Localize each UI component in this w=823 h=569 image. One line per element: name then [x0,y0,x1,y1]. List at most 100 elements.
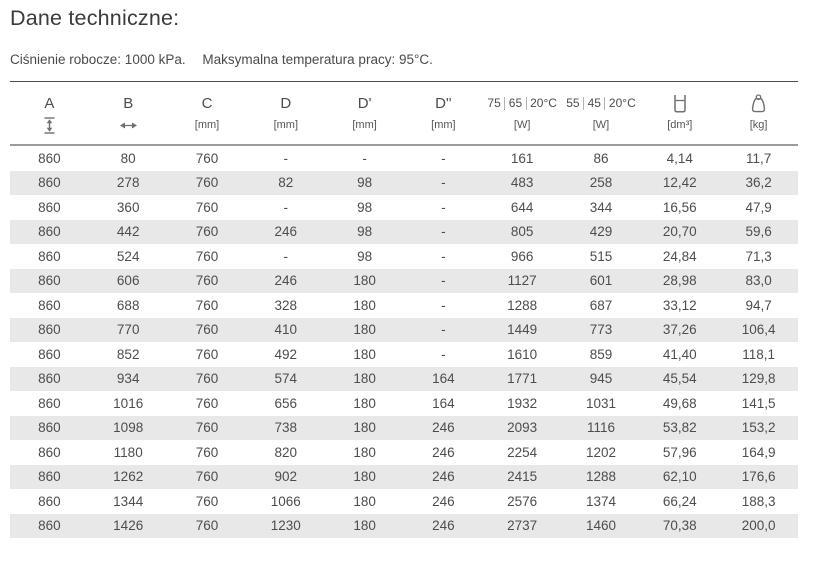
table-row: 860 688 760 328 180 - 1288 687 33,12 94,7 [10,293,798,318]
cell-D-prime: 180 [353,297,376,313]
cell-power-55-45-20: 429 [589,224,613,240]
max-temperature-text: Maksymalna temperatura pracy: 95°C. [202,52,433,67]
table-row: 860 1098 760 738 180 246 2093 1116 53,82 153,2 [10,415,798,440]
cell-A: 860 [38,175,61,191]
cell-weight: 188,3 [741,493,776,509]
cell-power-75-65-20: 1449 [507,322,538,338]
cell-A: 860 [38,199,61,215]
operating-conditions: Ciśnienie robocze: 1000 kPa. Maksymalna … [10,52,823,67]
technical-data-table: A B C [mm] D [mm] D' [mm] D'' [mm] 75 65 20°C [W] 55 45… [10,82,798,538]
cell-power-55-45-20: 1374 [585,493,616,509]
table-body: 860 80 760 - - - 161 86 4,14 11,7 860 278 760 82 98 - 48… [10,145,798,538]
cell-C: 760 [195,150,219,166]
cell-B: 1262 [113,469,144,485]
cell-D: 82 [278,175,294,191]
column-unit-D-second: [mm] [431,118,456,131]
table-row: 860 770 760 410 180 - 1449 773 37,26 106,4 [10,317,798,342]
cell-power-75-65-20: 1610 [507,346,538,362]
cell-power-75-65-20: 644 [510,199,534,215]
cell-C: 760 [195,297,219,313]
cell-B: 1426 [113,518,144,534]
cell-C: 760 [195,346,219,362]
cell-A: 860 [38,469,61,485]
cell-A: 860 [38,371,61,387]
cell-B: 606 [116,273,140,289]
cell-C: 760 [195,444,219,460]
cell-D-second: - [441,175,446,191]
column-header-A: A [10,82,89,146]
column-label-power-75-65-20: 75 65 20°C [483,93,562,115]
column-unit-power-75-65-20: [W] [513,118,531,131]
cell-weight: 106,4 [741,322,776,338]
cell-power-55-45-20: 945 [589,371,613,387]
cell-weight: 36,2 [745,175,772,191]
divider [10,81,798,82]
cell-D: 738 [274,420,298,436]
column-unit-volume: [dm³] [667,118,693,131]
cell-D: 656 [274,395,298,411]
table-row: 860 1016 760 656 180 164 1932 1031 49,68 141,5 [10,391,798,416]
cell-C: 760 [195,199,219,215]
cell-C: 760 [195,273,219,289]
cell-D-prime: 98 [357,175,373,191]
cell-D-prime: 180 [353,444,376,460]
cell-D: 246 [274,224,298,240]
cell-weight: 94,7 [745,297,772,313]
cell-power-75-65-20: 1932 [507,395,538,411]
cell-volume: 49,68 [662,395,697,411]
cell-A: 860 [38,444,61,460]
cell-A: 860 [38,395,61,411]
table-row: 860 1180 760 820 180 246 2254 1202 57,96 164,9 [10,440,798,465]
cell-B: 934 [116,371,140,387]
width-arrow-icon [89,117,168,134]
cell-A: 860 [38,322,61,338]
cell-volume: 12,42 [662,175,697,191]
cell-D-second: - [441,224,446,240]
cell-D-second: 246 [432,444,455,460]
cell-B: 80 [120,150,136,166]
weight-bag-icon [719,93,798,115]
table-header: A B C [mm] D [mm] D' [mm] D'' [mm] 75 65 20°C [W] 55 45… [10,82,798,146]
column-unit-C: [mm] [194,118,220,131]
cell-D: 820 [274,444,298,460]
cell-weight: 118,1 [742,346,775,362]
cell-A: 860 [38,248,61,264]
cell-volume: 24,84 [662,248,697,264]
cell-B: 442 [116,224,140,240]
table-row: 860 1262 760 902 180 246 2415 1288 62,10 176,6 [10,464,798,489]
cell-B: 1098 [113,420,144,436]
column-header-D-second: D'' [mm] [403,82,483,146]
column-header-B: B [88,82,168,146]
column-header-C: C [mm] [167,82,247,146]
cell-C: 760 [195,322,219,338]
cell-volume: 57,96 [662,444,697,460]
table-row: 860 606 760 246 180 - 1127 601 28,98 83,0 [10,268,798,293]
cell-D-prime: 180 [353,346,376,362]
cell-B: 524 [116,248,140,264]
cell-weight: 164,9 [741,444,776,460]
cell-power-55-45-20: 1116 [586,420,615,436]
cell-power-75-65-20: 2576 [507,493,538,509]
column-unit-D: [mm] [273,118,299,131]
cell-D-second: 246 [432,493,455,509]
cell-volume: 70,38 [662,518,697,534]
cell-power-75-65-20: 2737 [507,518,538,534]
cell-D-prime: 180 [353,518,376,534]
cell-B: 1344 [113,493,144,509]
cell-D-second: - [441,273,446,289]
cell-volume: 33,12 [662,297,697,313]
column-label-power-55-45-20: 55 45 20°C [562,93,641,115]
cell-power-55-45-20: 86 [593,150,609,166]
table-row: 860 1426 760 1230 180 246 2737 1460 70,38 200,0 [10,513,798,538]
cell-volume: 62,10 [662,469,697,485]
column-label-D: D [280,94,292,112]
cell-volume: 16,56 [662,199,697,215]
cell-D-prime: 180 [353,322,376,338]
cell-weight: 47,9 [745,199,772,215]
cell-B: 1016 [113,395,144,411]
cell-weight: 129,8 [741,371,776,387]
column-label-D-second: D'' [435,94,452,112]
cell-power-55-45-20: 773 [589,322,613,338]
cell-D: 328 [274,297,298,313]
cell-A: 860 [38,273,61,289]
